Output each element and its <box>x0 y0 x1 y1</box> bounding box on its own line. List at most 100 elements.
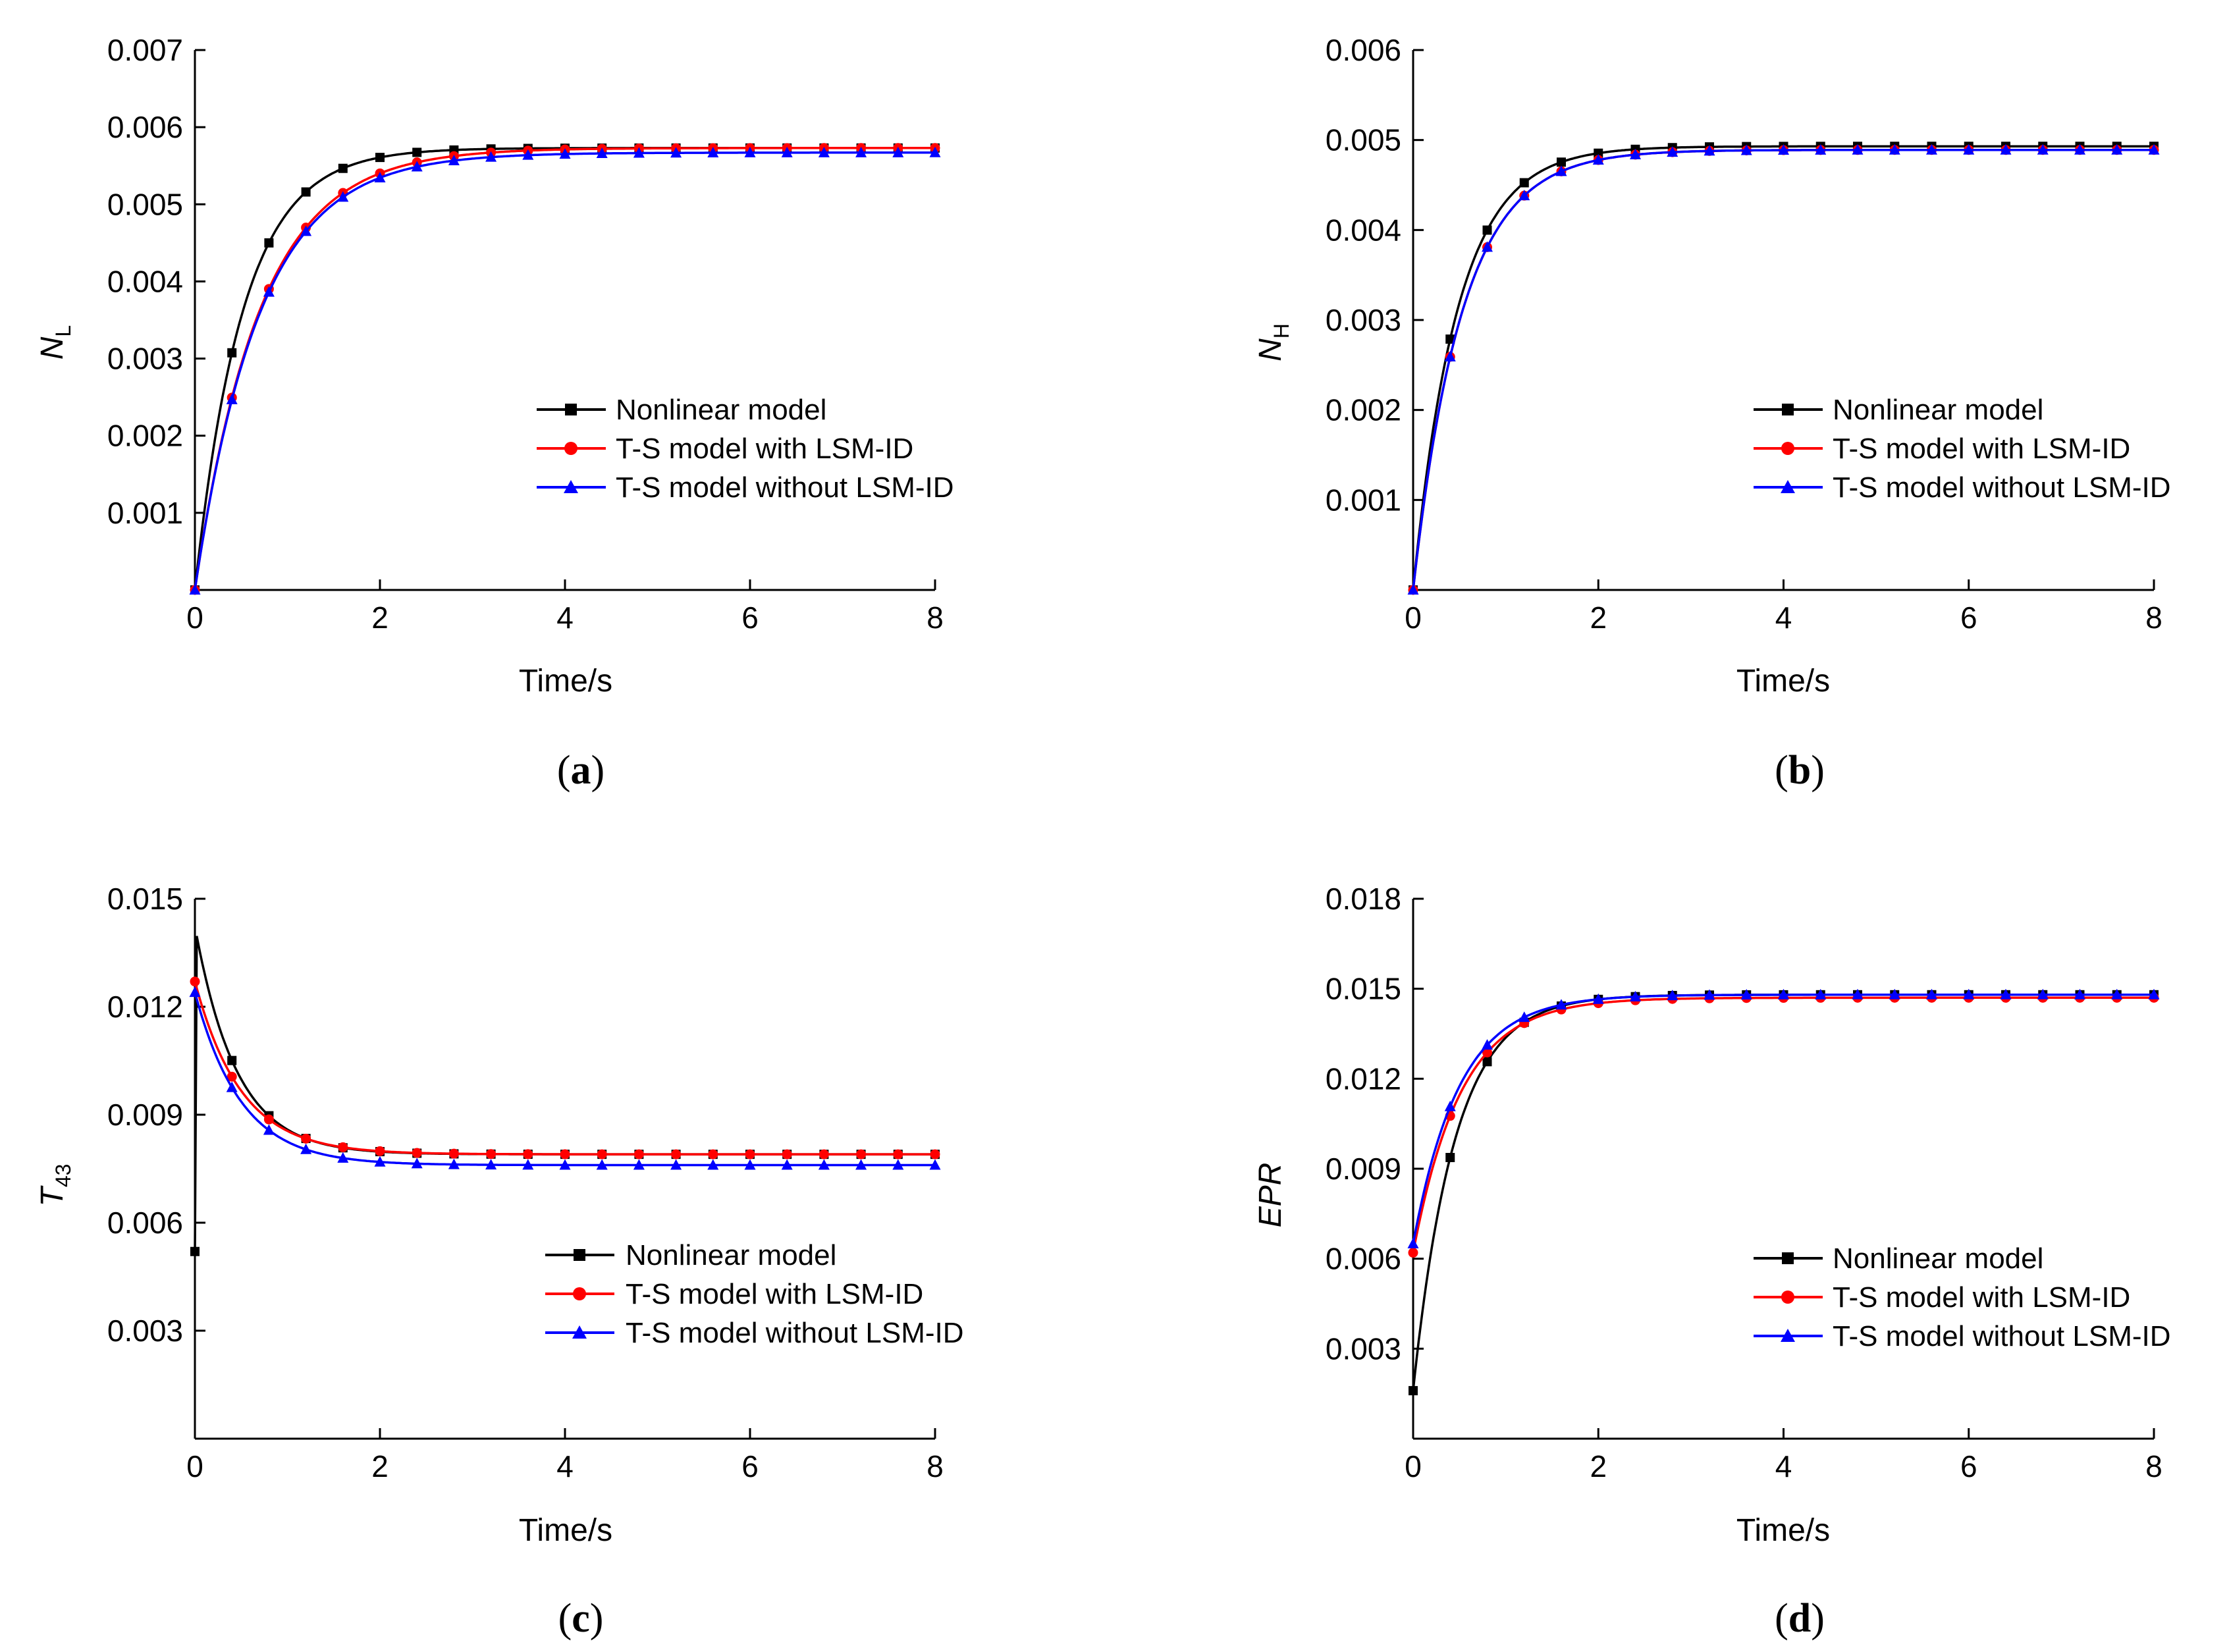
panel-c-legend: Nonlinear model T-S model with LSM-ID T-… <box>545 1239 964 1349</box>
legend-label-nonlinear: Nonlinear model <box>626 1239 836 1271</box>
y-tick-label: 0.002 <box>1326 393 1401 427</box>
y-tick-label: 0.003 <box>1326 303 1401 337</box>
data-point <box>744 1159 756 1170</box>
data-point <box>1555 165 1567 176</box>
panel-d-plot: 0 2 4 6 8 0.003 0.006 0.009 0.012 0.015 0.018 <box>1326 882 2162 1483</box>
data-point <box>2037 144 2049 155</box>
data-point <box>1926 144 1937 155</box>
y-tick-label: 0.018 <box>1326 882 1401 916</box>
y-tick-label: 0.007 <box>107 33 183 67</box>
panel-a-plot: 0 2 4 6 8 0.001 0.002 0.003 0.004 0.005 0.006 0.007 <box>107 33 944 635</box>
x-tick-label: 8 <box>927 600 944 635</box>
data-point <box>818 1159 830 1170</box>
data-point <box>1407 1237 1419 1248</box>
data-point <box>337 191 349 202</box>
legend-item-without-lsm: T-S model without LSM-ID <box>1754 1320 2171 1352</box>
data-point <box>1704 145 1715 156</box>
series-line <box>1412 996 2154 1253</box>
x-tick-label: 6 <box>1960 600 1977 635</box>
legend-label-with-lsm: T-S model with LSM-ID <box>1833 433 2130 465</box>
data-point <box>411 1158 423 1169</box>
data-point <box>375 153 385 163</box>
panel-b-ylabel-main: N <box>1253 338 1288 361</box>
data-point <box>486 1149 497 1159</box>
data-point <box>1445 334 1455 344</box>
data-point <box>300 1143 312 1154</box>
data-point <box>412 147 422 157</box>
data-point <box>929 1159 941 1170</box>
data-point <box>559 1159 571 1170</box>
series-line <box>194 151 935 591</box>
data-point <box>1444 350 1456 361</box>
panel-b-plot: 0 2 4 6 8 0.001 0.002 0.003 0.004 0.005 0.006 <box>1326 33 2162 635</box>
data-point <box>670 147 682 158</box>
data-point <box>301 187 311 197</box>
legend-label-nonlinear: Nonlinear model <box>616 394 826 426</box>
data-point <box>596 1159 608 1170</box>
data-point <box>2148 144 2160 155</box>
data-point <box>1630 148 1641 159</box>
y-tick-label: 0.001 <box>107 496 183 530</box>
panel-a-caption: (a) <box>557 748 604 793</box>
x-tick-label: 6 <box>741 600 759 635</box>
legend-label-with-lsm: T-S model with LSM-ID <box>626 1278 923 1310</box>
x-tick-label: 0 <box>1405 1449 1422 1483</box>
data-point <box>2074 144 2085 155</box>
x-tick-label: 0 <box>1405 600 1422 635</box>
data-point <box>1667 146 1678 157</box>
y-tick-label: 0.012 <box>1326 1061 1401 1096</box>
data-point <box>374 171 386 182</box>
data-point <box>1889 144 1900 155</box>
series-line <box>1412 994 2154 1244</box>
legend-label-without-lsm: T-S model without LSM-ID <box>626 1317 964 1349</box>
legend-label-nonlinear: Nonlinear model <box>1833 394 2043 426</box>
data-point <box>189 584 201 595</box>
data-point <box>559 147 571 159</box>
data-point <box>671 1149 682 1159</box>
data-point <box>448 1148 459 1159</box>
data-point <box>1852 988 1864 999</box>
series-line <box>194 147 935 591</box>
data-point <box>1594 148 1603 158</box>
data-point <box>670 1159 682 1170</box>
data-point <box>892 1159 904 1170</box>
y-tick-label: 0.003 <box>107 342 183 376</box>
panel-c-ylabel: T43 <box>35 1164 75 1207</box>
legend-item-nonlinear: Nonlinear model <box>1754 1242 2043 1275</box>
data-point <box>485 1159 497 1170</box>
y-tick-label: 0.009 <box>1326 1152 1401 1186</box>
legend-item-without-lsm: T-S model without LSM-ID <box>545 1317 964 1349</box>
panel-d: 0 2 4 6 8 0.003 0.006 0.009 0.012 0.015 0.018 Time… <box>1253 882 2171 1641</box>
x-tick-label: 8 <box>2145 600 2162 635</box>
data-point <box>2000 988 2012 999</box>
data-point <box>560 1149 570 1159</box>
y-tick-label: 0.015 <box>1326 972 1401 1006</box>
y-tick-label: 0.006 <box>1326 1242 1401 1276</box>
data-point <box>448 154 460 165</box>
data-point <box>893 1149 903 1159</box>
data-point <box>485 151 497 162</box>
data-point <box>818 146 830 157</box>
panel-c-xlabel: Time/s <box>519 1513 612 1548</box>
data-point <box>226 1081 238 1092</box>
panel-c-caption: (c) <box>558 1596 604 1641</box>
data-point <box>745 1149 755 1159</box>
y-tick-label: 0.004 <box>1326 213 1401 247</box>
data-point <box>782 1149 792 1159</box>
y-tick-label: 0.006 <box>107 1206 183 1240</box>
data-point <box>1407 584 1419 595</box>
data-point <box>1889 988 1900 999</box>
panel-d-legend: Nonlinear model T-S model with LSM-ID T-… <box>1754 1242 2171 1352</box>
y-tick-label: 0.003 <box>1326 1331 1401 1366</box>
panel-d-ylabel: EPR <box>1253 1163 1288 1228</box>
data-point <box>338 163 348 173</box>
data-point <box>1740 144 1752 155</box>
data-point <box>338 1142 348 1152</box>
data-point <box>227 1071 237 1082</box>
data-point <box>707 1159 719 1170</box>
data-point <box>707 147 719 158</box>
panel-a: 0 2 4 6 8 0.001 0.002 0.003 0.004 0.005 0.006 0.007… <box>35 33 954 793</box>
data-point <box>1444 1100 1456 1111</box>
x-tick-label: 6 <box>1960 1449 1977 1483</box>
data-point <box>264 238 274 248</box>
